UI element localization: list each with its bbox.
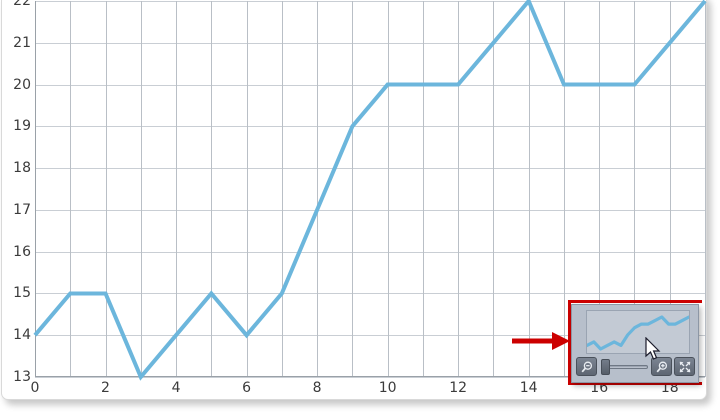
plot-area[interactable]: 13 14 15 16 17 18 19 20 21 22 0 2 4 6 8 10 12 14 16 18: [13, 0, 706, 396]
gridline-vertical: [317, 1, 319, 377]
gridline-vertical: [563, 1, 565, 377]
gridline-horizontal: [35, 377, 705, 378]
y-axis-tick-label: 20: [13, 76, 31, 93]
gridline-vertical: [528, 1, 530, 377]
gridline-vertical: [669, 1, 671, 377]
gridline-horizontal: [35, 42, 705, 44]
gridline-vertical: [387, 1, 389, 377]
gridline-vertical: [705, 1, 706, 377]
gridline-horizontal: [35, 251, 705, 253]
x-axis-tick-label: 4: [171, 380, 181, 396]
y-axis-tick-label: 21: [13, 34, 31, 51]
y-axis-tick-label: 17: [13, 201, 31, 218]
fullscreen-button[interactable]: [674, 357, 695, 376]
gridline-vertical: [105, 1, 107, 377]
series-line-chart: [35, 1, 705, 377]
gridline-vertical: [493, 1, 495, 377]
zoom-in-icon: [656, 361, 667, 372]
gridline-horizontal: [35, 293, 705, 295]
gridline-horizontal: [35, 168, 705, 170]
gridline-vertical: [70, 1, 72, 377]
x-axis-tick-label: 2: [101, 380, 110, 396]
gridline-horizontal: [35, 1, 705, 2]
zoom-slider-handle[interactable]: [601, 359, 610, 375]
y-axis-tick-label: 13: [13, 369, 31, 385]
gridline-vertical: [176, 1, 178, 377]
gridline-vertical: [140, 1, 142, 377]
gridline-vertical: [422, 1, 424, 377]
zoom-in-button[interactable]: [651, 357, 672, 376]
gridline-vertical: [352, 1, 354, 377]
x-axis-tick-label: 12: [449, 380, 468, 396]
x-axis-tick-label: 10: [378, 380, 397, 396]
chart-zoom-overlay[interactable]: [571, 304, 699, 383]
y-axis-line: [35, 1, 36, 377]
x-axis-line: [35, 376, 705, 377]
x-axis-tick-label: 0: [30, 380, 40, 396]
gridline-vertical: [211, 1, 213, 377]
y-axis-tick-label: 19: [13, 118, 31, 135]
x-axis-tick-label: 8: [312, 380, 322, 396]
gridline-vertical: [458, 1, 460, 377]
gridline-horizontal: [35, 126, 705, 128]
gridline-horizontal: [35, 335, 705, 337]
gridline-horizontal: [35, 84, 705, 86]
y-axis-tick-label: 14: [13, 327, 31, 344]
expand-arrows-icon: [679, 361, 690, 372]
y-axis-tick-label: 22: [13, 0, 31, 9]
y-axis-tick-label: 15: [13, 285, 31, 302]
x-axis-tick-label: 14: [519, 380, 538, 396]
gridline-horizontal: [35, 209, 705, 211]
y-axis-tick-label: 18: [13, 160, 31, 177]
gridline-vertical: [246, 1, 248, 377]
y-axis-tick-label: 16: [13, 243, 31, 260]
gridline-vertical: [599, 1, 601, 377]
zoom-out-button[interactable]: [576, 357, 597, 376]
gridline-vertical: [634, 1, 636, 377]
gridline-vertical: [281, 1, 283, 377]
chart-frame: 13 14 15 16 17 18 19 20 21 22 0 2 4 6 8 10 12 14 16 18: [1, 0, 707, 400]
x-axis-tick-label: 6: [242, 380, 252, 396]
zoom-controls-bar: [572, 354, 698, 380]
chart-thumbnail-preview[interactable]: [586, 310, 690, 354]
zoom-out-icon: [581, 361, 592, 372]
